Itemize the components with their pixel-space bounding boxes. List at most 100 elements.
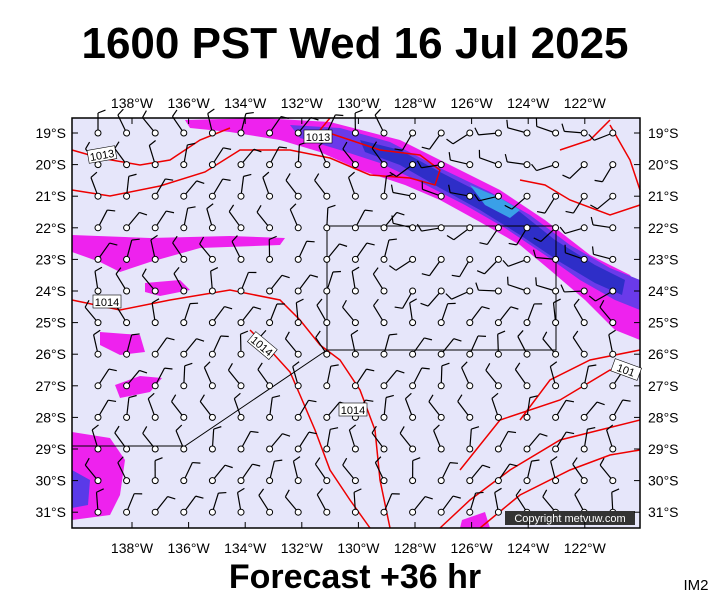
station (438, 130, 444, 136)
station (124, 288, 130, 294)
station (209, 256, 215, 262)
station (295, 351, 301, 357)
barb-flag (307, 241, 315, 242)
station (438, 351, 444, 357)
station (267, 288, 273, 294)
station (181, 130, 187, 136)
station (381, 162, 387, 168)
station (295, 256, 301, 262)
station (524, 383, 530, 389)
station (410, 320, 416, 326)
lon-label-bottom: 122°W (564, 540, 607, 556)
station (295, 446, 301, 452)
station (152, 162, 158, 168)
station (181, 256, 187, 262)
station (267, 446, 273, 452)
station (152, 225, 158, 231)
station (553, 225, 559, 231)
station (95, 320, 101, 326)
station (495, 509, 501, 515)
station (124, 162, 130, 168)
lat-label-left: 22°S (35, 220, 66, 236)
image-id: IM2 (683, 577, 708, 594)
barb-flag (536, 277, 537, 285)
lat-label-left: 20°S (35, 157, 66, 173)
lon-label-bottom: 136°W (168, 540, 211, 556)
station (95, 509, 101, 515)
lon-label-bottom: 128°W (394, 540, 437, 556)
station (467, 320, 473, 326)
station (495, 383, 501, 389)
barb-flag (507, 120, 508, 128)
lon-label-top: 138°W (111, 95, 154, 111)
isobar-label: 1014 (93, 295, 121, 309)
station (524, 446, 530, 452)
lat-label-left: 27°S (35, 378, 66, 394)
station (524, 130, 530, 136)
station (524, 225, 530, 231)
station (381, 509, 387, 515)
station (467, 446, 473, 452)
station (410, 414, 416, 420)
title: 1600 PST Wed 16 Jul 2025 (81, 19, 628, 68)
station (410, 225, 416, 231)
station (410, 446, 416, 452)
station (495, 130, 501, 136)
station (381, 130, 387, 136)
station (295, 193, 301, 199)
station (352, 288, 358, 294)
station (152, 130, 158, 136)
lon-label-bottom: 126°W (451, 540, 494, 556)
station (553, 288, 559, 294)
station (381, 320, 387, 326)
station (581, 351, 587, 357)
station (438, 509, 444, 515)
barb-flag (192, 463, 200, 464)
station (581, 130, 587, 136)
isobar-label-text: 1014 (341, 405, 365, 417)
station (124, 414, 130, 420)
isobar-label: 1014 (339, 403, 367, 417)
station (381, 225, 387, 231)
lat-label-right: 24°S (648, 283, 679, 299)
barb-flag (450, 463, 458, 464)
station (610, 351, 616, 357)
lat-label-left: 19°S (35, 125, 66, 141)
station (324, 225, 330, 231)
station (524, 478, 530, 484)
station (95, 414, 101, 420)
station (610, 193, 616, 199)
station (324, 446, 330, 452)
station (209, 288, 215, 294)
station (209, 225, 215, 231)
lat-label-right: 28°S (648, 409, 679, 425)
station (610, 130, 616, 136)
lat-label-left: 30°S (35, 473, 66, 489)
station (181, 193, 187, 199)
station (152, 383, 158, 389)
lat-label-left: 21°S (35, 188, 66, 204)
station (410, 256, 416, 262)
station (438, 193, 444, 199)
station (209, 193, 215, 199)
lat-label-right: 29°S (648, 441, 679, 457)
station (410, 383, 416, 389)
lon-label-bottom: 134°W (224, 540, 267, 556)
station (467, 193, 473, 199)
barb-flag (476, 492, 484, 493)
station (295, 320, 301, 326)
station (352, 478, 358, 484)
station (95, 446, 101, 452)
isobar-label: 1013 (304, 130, 332, 144)
station (553, 414, 559, 420)
station (553, 162, 559, 168)
station (524, 162, 530, 168)
station (495, 414, 501, 420)
station (124, 509, 130, 515)
lat-label-left: 29°S (35, 441, 66, 457)
station (152, 446, 158, 452)
station (352, 193, 358, 199)
station (438, 162, 444, 168)
station (381, 193, 387, 199)
